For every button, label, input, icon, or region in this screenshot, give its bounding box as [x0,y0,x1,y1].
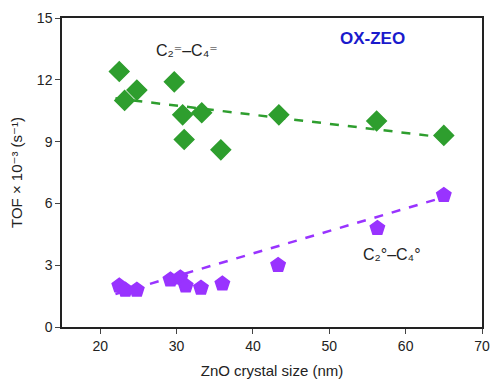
svg-text:C₂⁼–C₄⁼: C₂⁼–C₄⁼ [156,42,218,59]
svg-text:C₂°–C₄°: C₂°–C₄° [363,246,421,263]
svg-text:9: 9 [45,134,53,150]
svg-text:OX-ZEO: OX-ZEO [340,29,405,48]
svg-text:40: 40 [245,338,261,354]
svg-text:ZnO crystal size (nm): ZnO crystal size (nm) [201,362,344,379]
svg-text:TOF × 10⁻³ (s⁻¹): TOF × 10⁻³ (s⁻¹) [8,117,25,228]
svg-text:50: 50 [321,338,337,354]
svg-text:30: 30 [169,338,185,354]
svg-text:6: 6 [45,195,53,211]
svg-text:3: 3 [45,257,53,273]
svg-text:0: 0 [45,319,53,335]
svg-text:12: 12 [37,72,53,88]
svg-text:20: 20 [92,338,108,354]
svg-text:70: 70 [474,338,490,354]
svg-text:15: 15 [37,10,53,26]
svg-text:60: 60 [398,338,414,354]
